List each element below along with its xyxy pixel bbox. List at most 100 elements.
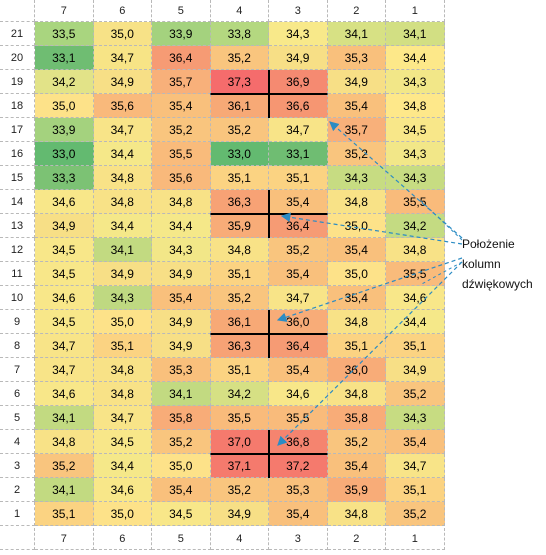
data-cell: 34,8: [210, 238, 269, 262]
data-cell: 34,3: [93, 286, 152, 310]
data-cell: 34,6: [269, 382, 328, 406]
data-cell: 34,9: [152, 262, 211, 286]
data-cell: 34,8: [327, 190, 386, 214]
data-cell: 35,4: [269, 358, 328, 382]
data-cell: 37,0: [210, 430, 269, 454]
data-cell: 34,1: [327, 22, 386, 46]
data-cell: 35,0: [93, 310, 152, 334]
data-cell: 34,8: [93, 358, 152, 382]
row-label: 11: [0, 262, 35, 286]
data-cell: 35,4: [327, 286, 386, 310]
data-cell: 35,5: [152, 142, 211, 166]
data-cell: 34,8: [327, 310, 386, 334]
column-header-top: 4: [210, 0, 269, 22]
row-label: 13: [0, 214, 35, 238]
data-cell: 35,5: [386, 262, 445, 286]
data-cell: 34,6: [35, 382, 94, 406]
data-cell: 34,9: [93, 70, 152, 94]
data-cell: 36,9: [269, 70, 328, 94]
data-cell: 35,1: [93, 334, 152, 358]
data-cell: 34,3: [152, 238, 211, 262]
data-cell: 34,1: [35, 478, 94, 502]
row-label: 16: [0, 142, 35, 166]
data-cell: 35,4: [386, 430, 445, 454]
data-cell: 37,3: [210, 70, 269, 94]
column-header-bottom: 3: [269, 528, 328, 550]
data-cell: 35,4: [152, 478, 211, 502]
data-cell: 35,7: [152, 70, 211, 94]
data-cell: 34,9: [152, 334, 211, 358]
data-cell: 36,4: [269, 334, 328, 358]
data-cell: 35,2: [269, 238, 328, 262]
row-label: 2: [0, 478, 35, 502]
data-cell: 35,1: [210, 166, 269, 190]
data-cell: 33,9: [152, 22, 211, 46]
row-label: 12: [0, 238, 35, 262]
data-cell: 36,0: [269, 310, 328, 334]
data-cell: 37,1: [210, 454, 269, 478]
data-cell: 35,2: [35, 454, 94, 478]
data-cell: 34,4: [386, 310, 445, 334]
data-cell: 35,3: [327, 46, 386, 70]
data-cell: 34,1: [93, 238, 152, 262]
data-cell: 35,1: [210, 358, 269, 382]
data-cell: 35,3: [152, 358, 211, 382]
row-label: 7: [0, 358, 35, 382]
data-cell: 34,9: [210, 502, 269, 526]
data-cell: 34,4: [93, 214, 152, 238]
data-cell: 34,3: [386, 142, 445, 166]
data-cell: 34,6: [35, 286, 94, 310]
callout-line-3: dźwiękowych: [462, 277, 533, 291]
corner-top: [0, 0, 35, 22]
data-cell: 34,2: [386, 214, 445, 238]
data-cell: 34,3: [386, 166, 445, 190]
data-cell: 35,6: [152, 166, 211, 190]
data-cell: 33,5: [35, 22, 94, 46]
data-cell: 35,1: [386, 334, 445, 358]
row-label: 3: [0, 454, 35, 478]
data-cell: 35,3: [269, 478, 328, 502]
corner-bottom: [0, 528, 35, 550]
data-cell: 34,7: [93, 406, 152, 430]
data-cell: 34,7: [93, 118, 152, 142]
data-cell: 34,5: [93, 430, 152, 454]
column-header-bottom: 1: [386, 528, 445, 550]
data-cell: 35,4: [152, 94, 211, 118]
data-cell: 34,2: [35, 70, 94, 94]
data-cell: 35,0: [327, 262, 386, 286]
data-cell: 34,7: [93, 46, 152, 70]
data-cell: 35,5: [269, 406, 328, 430]
data-cell: 34,6: [93, 478, 152, 502]
data-cell: 33,0: [210, 142, 269, 166]
data-cell: 35,1: [35, 502, 94, 526]
data-cell: 34,8: [93, 382, 152, 406]
data-cell: 35,1: [327, 334, 386, 358]
data-cell: 34,1: [152, 382, 211, 406]
data-cell: 34,9: [269, 46, 328, 70]
data-cell: 35,9: [327, 478, 386, 502]
data-cell: 34,5: [35, 238, 94, 262]
data-cell: 34,8: [327, 382, 386, 406]
column-header-top: 1: [386, 0, 445, 22]
data-cell: 35,4: [269, 262, 328, 286]
data-cell: 35,0: [93, 22, 152, 46]
data-cell: 34,6: [35, 190, 94, 214]
column-header-bottom: 2: [327, 528, 386, 550]
row-label: 17: [0, 118, 35, 142]
data-cell: 35,6: [93, 94, 152, 118]
data-cell: 35,4: [327, 238, 386, 262]
row-label: 14: [0, 190, 35, 214]
data-cell: 35,4: [327, 454, 386, 478]
data-cell: 35,4: [269, 502, 328, 526]
data-cell: 34,3: [386, 406, 445, 430]
data-cell: 35,2: [210, 46, 269, 70]
data-cell: 34,9: [386, 358, 445, 382]
row-label: 1: [0, 502, 35, 526]
data-cell: 36,3: [210, 334, 269, 358]
data-cell: 36,8: [269, 430, 328, 454]
data-cell: 35,4: [327, 94, 386, 118]
data-cell: 34,7: [269, 118, 328, 142]
data-cell: 36,4: [152, 46, 211, 70]
callout-line-1: Położenie: [462, 237, 515, 251]
data-cell: 35,2: [210, 286, 269, 310]
